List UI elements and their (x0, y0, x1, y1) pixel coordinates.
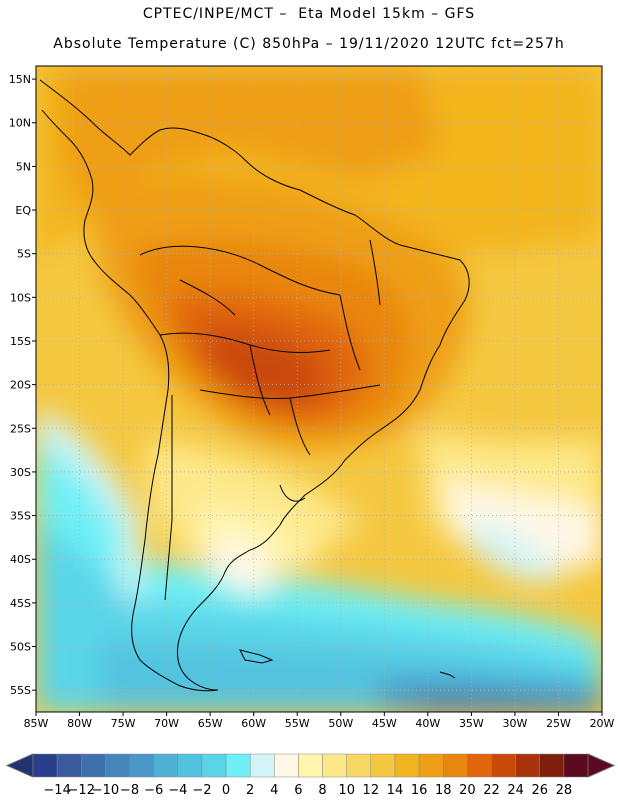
longitude-label: 35W (459, 717, 484, 730)
colorbar-swatch (56, 753, 82, 778)
colorbar-label: 24 (507, 783, 524, 798)
longitude-label: 40W (415, 717, 440, 730)
colorbar-swatch (32, 753, 58, 778)
latitude-label: 45S (10, 597, 31, 610)
latitude-label: EQ (15, 204, 31, 217)
colorbar-label: 4 (270, 783, 278, 798)
colorbar-label: 22 (483, 783, 500, 798)
colorbar-label: 0 (222, 783, 230, 798)
colorbar-swatch (129, 753, 154, 778)
colorbar-label: −12 (68, 783, 95, 798)
longitude-label: 80W (67, 717, 92, 730)
longitude-label: 45W (372, 717, 397, 730)
colorbar-label: −10 (92, 783, 119, 798)
colorbar-swatch (274, 753, 299, 778)
longitude-label: 20W (590, 717, 615, 730)
colorbar-label: 14 (387, 783, 404, 798)
temperature-field (36, 66, 602, 712)
longitude-label: 55W (285, 717, 310, 730)
map-frame (35, 65, 603, 713)
latitude-label: 20S (10, 379, 31, 392)
colorbar-swatch (467, 753, 492, 778)
longitude-axis: 85W 80W 75W 70W 65W 60W 55W 50W 45W 40W 35W 30W 25W 2… (24, 712, 615, 730)
colorbar-label: −14 (43, 783, 70, 798)
colorbar-swatch (298, 753, 323, 778)
coastlines (39, 79, 470, 692)
colorbar-swatch (201, 753, 227, 778)
latitude-label: 40S (10, 553, 31, 566)
colorbar-label: 16 (411, 783, 428, 798)
longitude-label: 70W (154, 717, 179, 730)
colorbar-swatch (418, 753, 444, 778)
colorbar-label: 28 (556, 783, 573, 798)
latitude-label: 5S (17, 248, 31, 261)
longitude-label: 75W (111, 717, 136, 730)
longitude-label: 25W (546, 717, 571, 730)
colorbar-label: −8 (120, 783, 139, 798)
colorbar-swatch (225, 753, 251, 778)
colorbar-swatch (153, 753, 179, 778)
colorbar-swatch (81, 753, 106, 778)
colorbar-over-arrow (587, 753, 616, 778)
colorbar-swatch (442, 753, 468, 778)
colorbar-label: 2 (246, 783, 254, 798)
colorbar-label: 12 (363, 783, 380, 798)
latitude-axis: 15N 10N 5N EQ 5S 10S 15S 20S 25S 30S 35S 40S 45S 50S 5… (9, 73, 36, 697)
longitude-label: 50W (328, 717, 353, 730)
latitude-label: 55S (10, 684, 31, 697)
latitude-label: 10N (9, 117, 31, 130)
colorbar-swatch (563, 753, 589, 778)
longitude-label: 85W (24, 717, 49, 730)
colorbar-swatch (394, 753, 420, 778)
colorbar-label: 10 (338, 783, 355, 798)
map-title-line-2: Absolute Temperature (C) 850hPa – 19/11/… (53, 36, 565, 52)
longitude-label: 65W (198, 717, 223, 730)
colorbar-swatch (105, 753, 130, 778)
colorbar-label: −6 (144, 783, 163, 798)
latitude-label: 15S (10, 335, 31, 348)
latitude-label: 5N (16, 160, 31, 173)
map-title-line-1: CPTEC/INPE/MCT – Eta Model 15km – GFS (142, 6, 476, 22)
colorbar-label: −4 (168, 783, 187, 798)
colorbar-label: 20 (459, 783, 476, 798)
colorbar-swatch (249, 753, 275, 778)
latitude-label: 35S (10, 510, 31, 523)
colorbar-swatch (370, 753, 396, 778)
longitude-label: 60W (241, 717, 266, 730)
colorbar-label: 18 (435, 783, 452, 798)
latitude-label: 15N (9, 73, 31, 86)
colorbar-under-arrow (5, 753, 34, 778)
latitude-label: 50S (10, 641, 31, 654)
longitude-label: 30W (502, 717, 527, 730)
colorbar-swatch (491, 753, 516, 778)
colorbar-label: 6 (294, 783, 302, 798)
colorbar-swatch (322, 753, 347, 778)
colorbar-swatch (539, 753, 565, 778)
colorbar-swatch (177, 753, 203, 778)
latitude-label: 25S (10, 422, 31, 435)
colorbar-label: 26 (531, 783, 548, 798)
colorbar-swatch (515, 753, 540, 778)
colorbar-label: −2 (192, 783, 211, 798)
latitude-label: 30S (10, 466, 31, 479)
latitude-label: 10S (10, 291, 31, 304)
colorbar-label: 8 (318, 783, 326, 798)
colorbar-swatch (346, 753, 372, 778)
